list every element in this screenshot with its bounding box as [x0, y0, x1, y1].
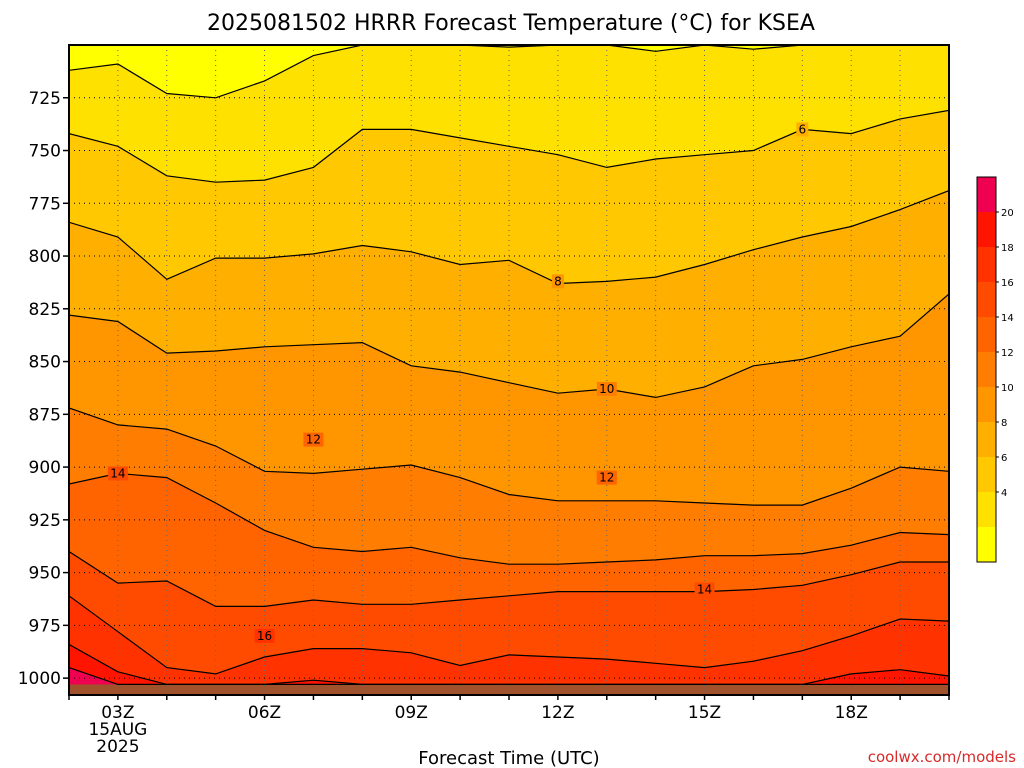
contour-label-6: 14: [697, 582, 712, 596]
y-tick-725: 725: [29, 89, 61, 109]
contour-label-bg: [551, 274, 564, 289]
colorbar-swatch: [977, 457, 996, 492]
y-tick-1000: 1000: [18, 669, 61, 689]
colorbar-swatch: [977, 247, 996, 282]
contour-label-bg: [107, 466, 128, 481]
colorbar-swatch: [977, 212, 996, 247]
colorbar-swatch: [977, 177, 996, 212]
x-tick-15z: 15Z: [688, 703, 721, 723]
plot-area: 6 8 10 12 12 14 14 16: [69, 45, 949, 695]
contour-6: [69, 190, 949, 285]
contour-label-bg: [596, 470, 617, 485]
y-tick-850: 850: [29, 353, 61, 373]
colorbar-tick-4: 4: [1001, 488, 1007, 499]
x-axis-label: Forecast Time (UTC): [418, 748, 599, 768]
y-tick-775: 775: [29, 194, 61, 214]
x-tick-18z: 18Z: [835, 703, 868, 723]
ground-surface: [69, 684, 949, 695]
colorbar-tick-12: 12: [1001, 348, 1014, 359]
y-tick-950: 950: [29, 564, 61, 584]
colorbar-tick-16: 16: [1001, 278, 1014, 289]
x-tick-09z: 09Z: [395, 703, 428, 723]
pressure-axis: 725 750 775 800 825 850 875 900 925 950 975 1000: [18, 89, 69, 689]
contour-label-3: 12: [306, 433, 321, 447]
band-above-16c: [69, 595, 949, 695]
colorbar-frame: [976, 176, 997, 563]
colorbar-tick-18: 18: [1001, 243, 1014, 254]
colorbar-swatch: [977, 422, 996, 457]
colorbar-swatch: [977, 352, 996, 387]
chart-title: 2025081502 HRRR Forecast Temperature (°C…: [207, 11, 815, 36]
contour-10: [69, 407, 949, 506]
contour-label-5: 14: [110, 466, 125, 480]
colorbar-swatch: [977, 492, 996, 527]
x-tick-06z: 06Z: [248, 703, 281, 723]
contour-18: [69, 643, 949, 685]
colorbar-tick-8: 8: [1001, 418, 1007, 429]
contour-label-1: 8: [554, 274, 562, 288]
y-tick-875: 875: [29, 405, 61, 425]
contour-label-bg: [694, 582, 715, 597]
colorbar-tick-20: 20: [1001, 208, 1014, 219]
x-tick-15aug: 15AUG: [88, 720, 147, 740]
contour-lines: [69, 45, 949, 685]
x-tick-2025: 2025: [96, 737, 139, 757]
colorbar-swatch: [977, 317, 996, 352]
colorbar-swatch: [977, 282, 996, 317]
contour-2: [69, 45, 949, 99]
grid-lines: [69, 45, 949, 695]
contour-8: [69, 293, 949, 399]
contour-12: [69, 472, 949, 565]
y-tick-750: 750: [29, 142, 61, 162]
credit-link[interactable]: coolwx.com/models: [868, 748, 1016, 766]
contour-label-2: 10: [599, 382, 614, 396]
colorbar-swatch: [977, 527, 996, 562]
contour-labels: 6 8 10 12 12 14 14 16: [107, 122, 809, 643]
colorbar: 20 18 16 14 12 10 8 6 4: [976, 176, 1014, 563]
contour-16: [69, 595, 949, 675]
y-tick-825: 825: [29, 300, 61, 320]
y-tick-975: 975: [29, 616, 61, 636]
colorbar-tick-6: 6: [1001, 453, 1007, 464]
x-tick-12z: 12Z: [541, 703, 574, 723]
contour-label-bg: [254, 628, 275, 643]
contour-label-4: 12: [599, 471, 614, 485]
colorbar-swatch: [977, 387, 996, 422]
y-tick-925: 925: [29, 511, 61, 531]
y-tick-800: 800: [29, 247, 61, 267]
contour-label-bg: [796, 122, 809, 137]
y-tick-900: 900: [29, 458, 61, 478]
colorbar-tick-14: 14: [1001, 313, 1014, 324]
contour-label-7: 16: [257, 629, 272, 643]
contour-label-bg: [596, 381, 617, 396]
contour-label-0: 6: [799, 122, 807, 136]
colorbar-tick-10: 10: [1001, 383, 1014, 394]
contour-14: [69, 550, 949, 607]
contour-label-bg: [303, 432, 324, 447]
x-tick-03z: 03Z: [101, 703, 134, 723]
